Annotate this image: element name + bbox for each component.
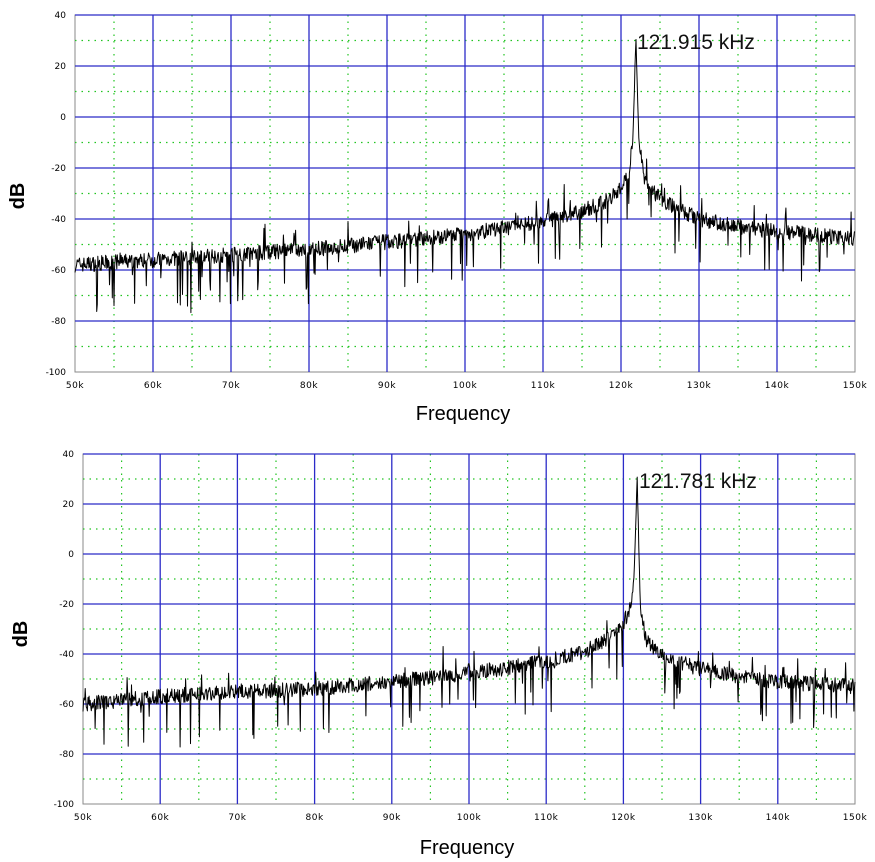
x-tick-label: 100k	[457, 813, 482, 823]
x-tick-label: 120k	[609, 381, 634, 391]
x-tick-label: 90k	[378, 381, 396, 391]
x-tick-label: 80k	[306, 813, 324, 823]
x-tick-labels: 50k 60k 70k 80k 90k 100k 110k 120k 130k 140k 150k	[74, 813, 868, 823]
x-tick-label: 150k	[843, 813, 868, 823]
x-tick-label: 110k	[534, 813, 559, 823]
x-tick-label: 100k	[453, 381, 478, 391]
y-axis-label: dB	[10, 621, 32, 648]
major-grid	[75, 14, 855, 372]
peak-annotation: 121.781 kHz	[639, 470, 757, 493]
spectrum-trace	[74, 39, 856, 314]
y-tick-label: -40	[59, 650, 74, 660]
y-tick-label: 20	[55, 62, 67, 72]
x-tick-label: 130k	[688, 813, 713, 823]
x-tick-label: 50k	[66, 381, 84, 391]
y-tick-label: -20	[59, 600, 74, 610]
x-tick-label: 140k	[765, 381, 790, 391]
y-tick-label: -60	[51, 266, 66, 276]
x-tick-label: 80k	[300, 381, 318, 391]
x-tick-labels: 50k 60k 70k 80k 90k 100k 110k 120k 130k 140k 150k	[66, 381, 868, 391]
y-tick-label: 0	[60, 113, 66, 123]
x-tick-label: 110k	[531, 381, 556, 391]
x-tick-label: 60k	[144, 381, 162, 391]
y-tick-label: -100	[54, 800, 75, 810]
y-tick-label: -20	[51, 164, 66, 174]
y-tick-labels: 40 20 0 -20 -40 -60 -80 -100	[54, 450, 75, 810]
y-tick-label: -40	[51, 215, 66, 225]
major-grid	[83, 453, 855, 804]
x-axis-label: Frequency	[420, 837, 515, 859]
y-tick-label: 0	[68, 550, 74, 560]
y-tick-label: 40	[55, 11, 67, 21]
x-tick-label: 70k	[228, 813, 246, 823]
x-tick-label: 50k	[74, 813, 92, 823]
y-tick-label: 40	[63, 450, 75, 460]
y-tick-label: 20	[63, 500, 75, 510]
y-axis-label: dB	[7, 183, 29, 210]
chart-top: 40 20 0 -20 -40 -60 -80 -100 50k 60k 70k 80k 90k 100…	[7, 11, 867, 425]
spectrum-line	[82, 476, 856, 748]
y-tick-label: -100	[46, 368, 67, 378]
x-tick-label: 90k	[383, 813, 401, 823]
x-tick-label: 130k	[687, 381, 712, 391]
y-tick-labels: 40 20 0 -20 -40 -60 -80 -100	[46, 11, 67, 378]
x-axis-label: Frequency	[416, 403, 511, 425]
y-tick-label: -80	[59, 750, 74, 760]
y-tick-label: -80	[51, 317, 66, 327]
x-tick-label: 120k	[611, 813, 636, 823]
peak-annotation: 121.915 kHz	[637, 31, 755, 54]
y-tick-label: -60	[59, 700, 74, 710]
spectrum-trace	[82, 476, 856, 748]
x-tick-label: 70k	[222, 381, 240, 391]
x-tick-label: 140k	[766, 813, 791, 823]
spectrum-line	[74, 39, 856, 314]
x-tick-label: 60k	[151, 813, 169, 823]
x-tick-label: 150k	[843, 381, 868, 391]
chart-bottom: 40 20 0 -20 -40 -60 -80 -100 50k 60k 70k 80k 90k 100…	[10, 450, 867, 859]
